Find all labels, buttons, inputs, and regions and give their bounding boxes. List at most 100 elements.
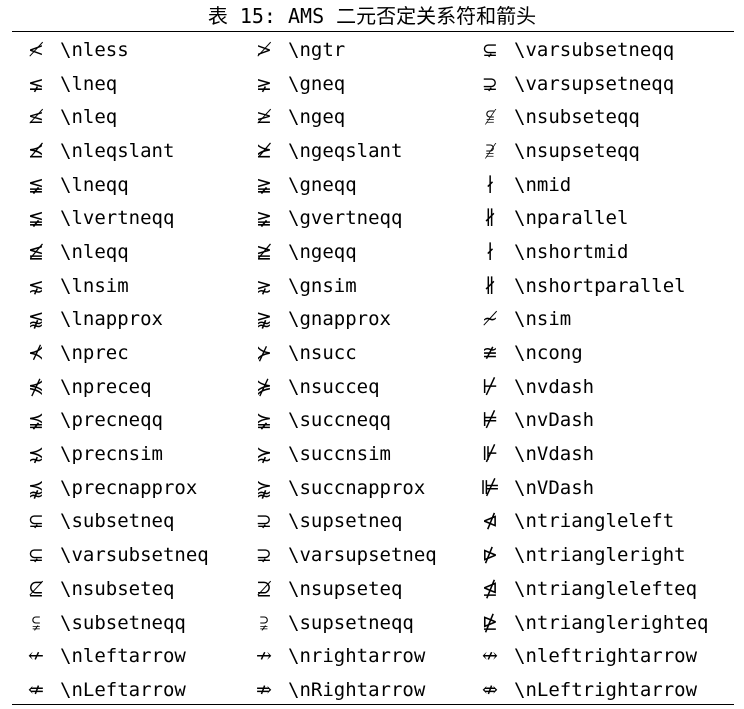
table-row: ⋠ \npreceq ⋡ \nsucceq ⊬ \nvdash: [12, 370, 734, 404]
relation-symbol: ≩: [256, 173, 272, 196]
table-row: ↚ \nleftarrow ↛ \nrightarrow ↮ \nleftrightarr…: [12, 639, 734, 673]
relation-symbol: ⋨: [28, 443, 44, 466]
table-row: ⪇ \lneq ⪈ \gneq ⊋ \varsupsetneqq: [12, 67, 734, 101]
latex-command: \gnsim: [288, 274, 357, 297]
latex-command: \gneq: [288, 72, 346, 95]
relation-symbol: ∦: [483, 207, 497, 230]
latex-command: \nleqq: [60, 240, 129, 263]
table-row: ⇍ \nLeftarrow ⇏ \nRightarrow ⇎ \nLeftrightarr…: [12, 673, 734, 707]
latex-command: \nVDash: [514, 476, 595, 499]
latex-command: \nshortparallel: [514, 274, 686, 297]
latex-command: \nleqslant: [60, 139, 175, 162]
relation-symbol: ⪊: [256, 308, 272, 331]
latex-command: \supsetneqq: [288, 611, 414, 634]
latex-command: \gneqq: [288, 173, 357, 196]
relation-symbol: ≮: [28, 38, 44, 61]
relation-symbol: ⊁: [256, 342, 272, 365]
latex-command: \nshortmid: [514, 240, 629, 263]
latex-command: \supsetneq: [288, 510, 403, 533]
latex-command: \lneqq: [60, 173, 129, 196]
table-row: ≦̸ \nleqq ≧̸ \ngeqq ∤ \nshortmid: [12, 235, 734, 269]
relation-symbol: ≱: [256, 106, 272, 129]
relation-symbol: ⋫: [482, 544, 498, 567]
latex-command: \nmid: [514, 173, 572, 196]
relation-symbol: ⊉: [256, 577, 272, 600]
latex-command: \ngeqslant: [288, 139, 403, 162]
latex-command: \npreceq: [60, 375, 152, 398]
latex-command: \nleftarrow: [60, 645, 186, 668]
latex-command: \precneqq: [60, 409, 163, 432]
latex-command: \nsupseteq: [288, 577, 403, 600]
relation-symbol: ⪯̸: [28, 139, 44, 162]
latex-command: \subsetneqq: [60, 611, 186, 634]
relation-symbol: ⪈: [256, 72, 272, 95]
relation-symbol: ⪰̸: [256, 139, 272, 162]
relation-symbol: ⋬: [482, 577, 498, 600]
latex-command: \subsetneq: [60, 510, 175, 533]
relation-symbol: ⋠: [28, 375, 44, 398]
top-rule: [12, 31, 734, 32]
relation-symbol: ⋧: [256, 274, 272, 297]
latex-command: \ngeq: [288, 106, 346, 129]
table-row: ⊊︀ \varsubsetneq ⊋︀ \varsupsetneq ⋫ \ntriangl…: [12, 538, 734, 572]
latex-command: \gvertneqq: [288, 207, 403, 230]
relation-symbol: ⊊︀: [28, 544, 44, 567]
relation-symbol: ≨: [28, 173, 44, 196]
table-row: ≮ \nless ≯ \ngtr ⊊ \varsubsetneqq: [12, 33, 734, 67]
latex-command: \nLeftarrow: [60, 678, 186, 701]
latex-command: \ngeqq: [288, 240, 357, 263]
relation-symbol: ⪺: [256, 476, 272, 499]
table-row: ≰ \nleq ≱ \ngeq ⫅̸ \nsubseteqq: [12, 100, 734, 134]
relation-symbol: ≰: [28, 106, 44, 129]
latex-command: \ngtr: [288, 38, 346, 61]
table-row: ⪵ \precneqq ⪶ \succneqq ⊭ \nvDash: [12, 404, 734, 438]
table-row: ⫋ \subsetneqq ⫌ \supsetneqq ⋭ \ntriangleright…: [12, 606, 734, 640]
relation-symbol: ∤: [485, 173, 495, 196]
relation-symbol: ⪵: [28, 409, 44, 432]
table-row: ⪹ \precnapprox ⪺ \succnapprox ⊯ \nVDash: [12, 471, 734, 505]
table-row: ⊀ \nprec ⊁ \nsucc ≇ \ncong: [12, 336, 734, 370]
table-row: ⪯̸ \nleqslant ⪰̸ \ngeqslant ⫆̸ \nsupseteqq: [12, 134, 734, 168]
relation-symbol: ⊋: [482, 72, 498, 95]
relation-symbol: ⋦: [28, 274, 44, 297]
table-row: ⊈ \nsubseteq ⊉ \nsupseteq ⋬ \ntrianglelefteq: [12, 572, 734, 606]
latex-command: \nsubseteqq: [514, 106, 640, 129]
relation-symbol: ≧̸: [256, 240, 272, 263]
relation-symbol: ↮: [482, 645, 498, 668]
latex-command: \nprec: [60, 342, 129, 365]
latex-command: \ncong: [514, 342, 583, 365]
latex-command: \nless: [60, 38, 129, 61]
latex-command: \succnsim: [288, 443, 391, 466]
relation-symbol: ⪹: [28, 476, 44, 499]
latex-command: \nrightarrow: [288, 645, 426, 668]
relation-symbol: ⪶: [256, 409, 272, 432]
latex-command: \succneqq: [288, 409, 391, 432]
relation-symbol: ⪇: [28, 72, 44, 95]
relation-symbol: ⊈: [28, 577, 44, 600]
latex-command: \ntrianglelefteq: [514, 577, 698, 600]
relation-symbol: ↚: [28, 645, 44, 668]
latex-command: \varsubsetneq: [60, 544, 209, 567]
relation-symbol: ⫋: [31, 611, 41, 634]
latex-command: \precnsim: [60, 443, 163, 466]
relation-symbol: ⊀: [28, 342, 44, 365]
latex-command: \nsubseteq: [60, 577, 175, 600]
table-row: ⋨ \precnsim ⋩ \succnsim ⊮ \nVdash: [12, 437, 734, 471]
latex-command: \varsupsetneq: [288, 544, 437, 567]
latex-command: \nvdash: [514, 375, 595, 398]
table-caption: 表 15: AMS 二元否定关系符和箭头: [207, 4, 537, 28]
relation-symbol: ⫌: [259, 611, 269, 634]
relation-symbol: ∦: [483, 274, 497, 297]
latex-command: \nsucceq: [288, 375, 380, 398]
relation-symbol: ≯: [256, 38, 272, 61]
relation-symbol: ⫅̸: [485, 106, 495, 129]
latex-command: \ntriangleleft: [514, 510, 675, 533]
latex-command: \nvDash: [514, 409, 595, 432]
relation-symbol: ⋪: [482, 510, 498, 533]
relation-symbol: ∤: [485, 240, 495, 263]
latex-command: \nLeftrightarrow: [514, 678, 698, 701]
latex-command: \nsim: [514, 308, 572, 331]
relation-symbol: ≁: [482, 308, 498, 331]
relation-symbol: ⊬: [481, 375, 499, 398]
table-row: ⪉ \lnapprox ⪊ \gnapprox ≁ \nsim: [12, 303, 734, 337]
